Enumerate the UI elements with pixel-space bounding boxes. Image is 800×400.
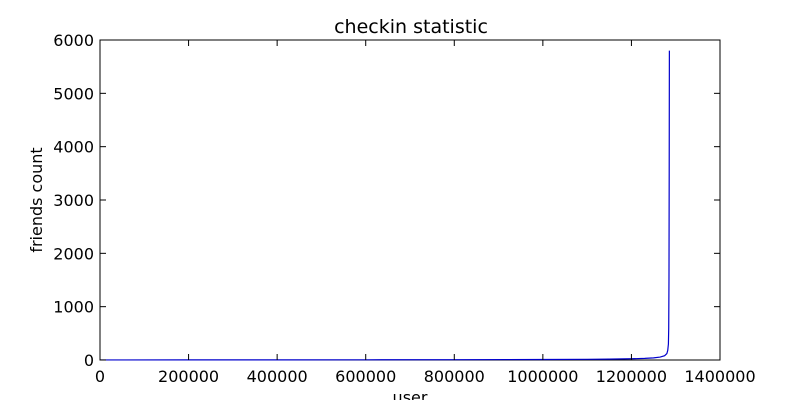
y-axis: 0 1000 2000 3000 4000 5000 6000 [53, 31, 720, 370]
x-tick-label: 400000 [247, 367, 308, 386]
x-tick-label: 0 [95, 367, 105, 386]
x-tick-label: 1200000 [596, 367, 667, 386]
series-line-0 [99, 50, 670, 361]
y-tick-label: 0 [84, 351, 94, 370]
x-axis: 0 200000 400000 600000 800000 1000000 1200000 1… [95, 40, 756, 386]
x-tick-label: 600000 [335, 367, 396, 386]
x-axis-label: user [393, 388, 428, 400]
x-tick-label: 800000 [424, 367, 485, 386]
y-tick-label: 2000 [53, 244, 94, 263]
y-tick-label: 3000 [53, 191, 94, 210]
plot-frame [99, 39, 721, 361]
plot-area [99, 39, 721, 361]
y-tick-label: 6000 [53, 31, 94, 50]
y-tick-label: 1000 [53, 298, 94, 317]
y-tick-label: 4000 [53, 138, 94, 157]
chart-title: checkin statistic [334, 16, 488, 38]
x-tick-label: 1000000 [507, 367, 578, 386]
y-tick-label: 5000 [53, 84, 94, 103]
x-tick-label: 200000 [158, 367, 219, 386]
y-axis-label: friends count [27, 147, 46, 252]
x-tick-label: 1400000 [684, 367, 755, 386]
